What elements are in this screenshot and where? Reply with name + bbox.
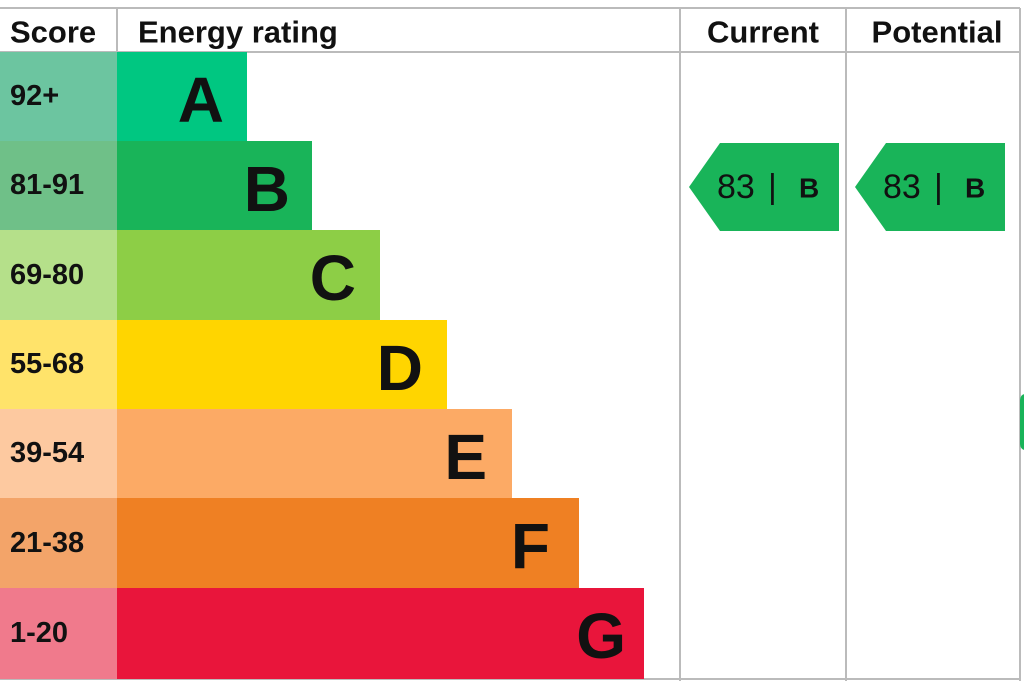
separator: | (934, 168, 943, 206)
band-score: 21-38 (10, 527, 84, 559)
band-letter: C (310, 242, 356, 314)
band-letter: D (377, 332, 423, 404)
band-letter: A (178, 64, 224, 136)
band-bar (117, 141, 312, 230)
band-score: 69-80 (10, 259, 84, 291)
band-score: 1-20 (10, 617, 68, 649)
band-bar (117, 320, 447, 409)
potential-value: 83 (883, 168, 921, 206)
score-cell (0, 498, 117, 588)
current-arrow (689, 143, 839, 231)
band-score: 92+ (10, 80, 59, 112)
band-bar (117, 498, 579, 588)
band-letter: E (444, 421, 487, 493)
potential-arrow (855, 143, 1005, 231)
band-letter: B (244, 153, 290, 225)
current-letter: B (799, 173, 819, 204)
band-letter: G (576, 600, 626, 672)
header-potential: Potential (872, 15, 1003, 50)
score-cell (0, 320, 117, 409)
band-score: 55-68 (10, 348, 84, 380)
score-cell (0, 141, 117, 230)
band-bar (117, 409, 512, 498)
band-score: 39-54 (10, 437, 84, 469)
band-bar (117, 588, 644, 679)
separator: | (768, 168, 777, 206)
current-value: 83 (717, 168, 755, 206)
score-cell (0, 409, 117, 498)
band-letter: F (511, 510, 550, 582)
band-bar (117, 230, 380, 320)
score-cell (0, 52, 117, 141)
score-cell (0, 588, 117, 679)
header-rating: Energy rating (138, 15, 338, 50)
band-score: 81-91 (10, 169, 84, 201)
band-bar (117, 52, 247, 141)
header-current: Current (707, 15, 819, 50)
edge-marker (1020, 394, 1024, 450)
score-cell (0, 230, 117, 320)
potential-letter: B (965, 173, 985, 204)
header-score: Score (10, 15, 96, 50)
